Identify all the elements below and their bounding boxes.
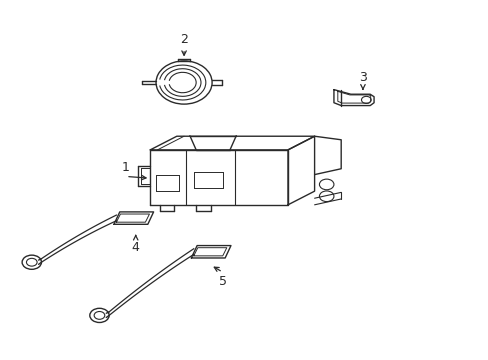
Text: 1: 1 xyxy=(122,161,130,174)
Text: 2: 2 xyxy=(180,33,187,46)
Text: 4: 4 xyxy=(132,241,140,254)
Text: 3: 3 xyxy=(358,71,366,84)
Text: 5: 5 xyxy=(218,275,226,288)
